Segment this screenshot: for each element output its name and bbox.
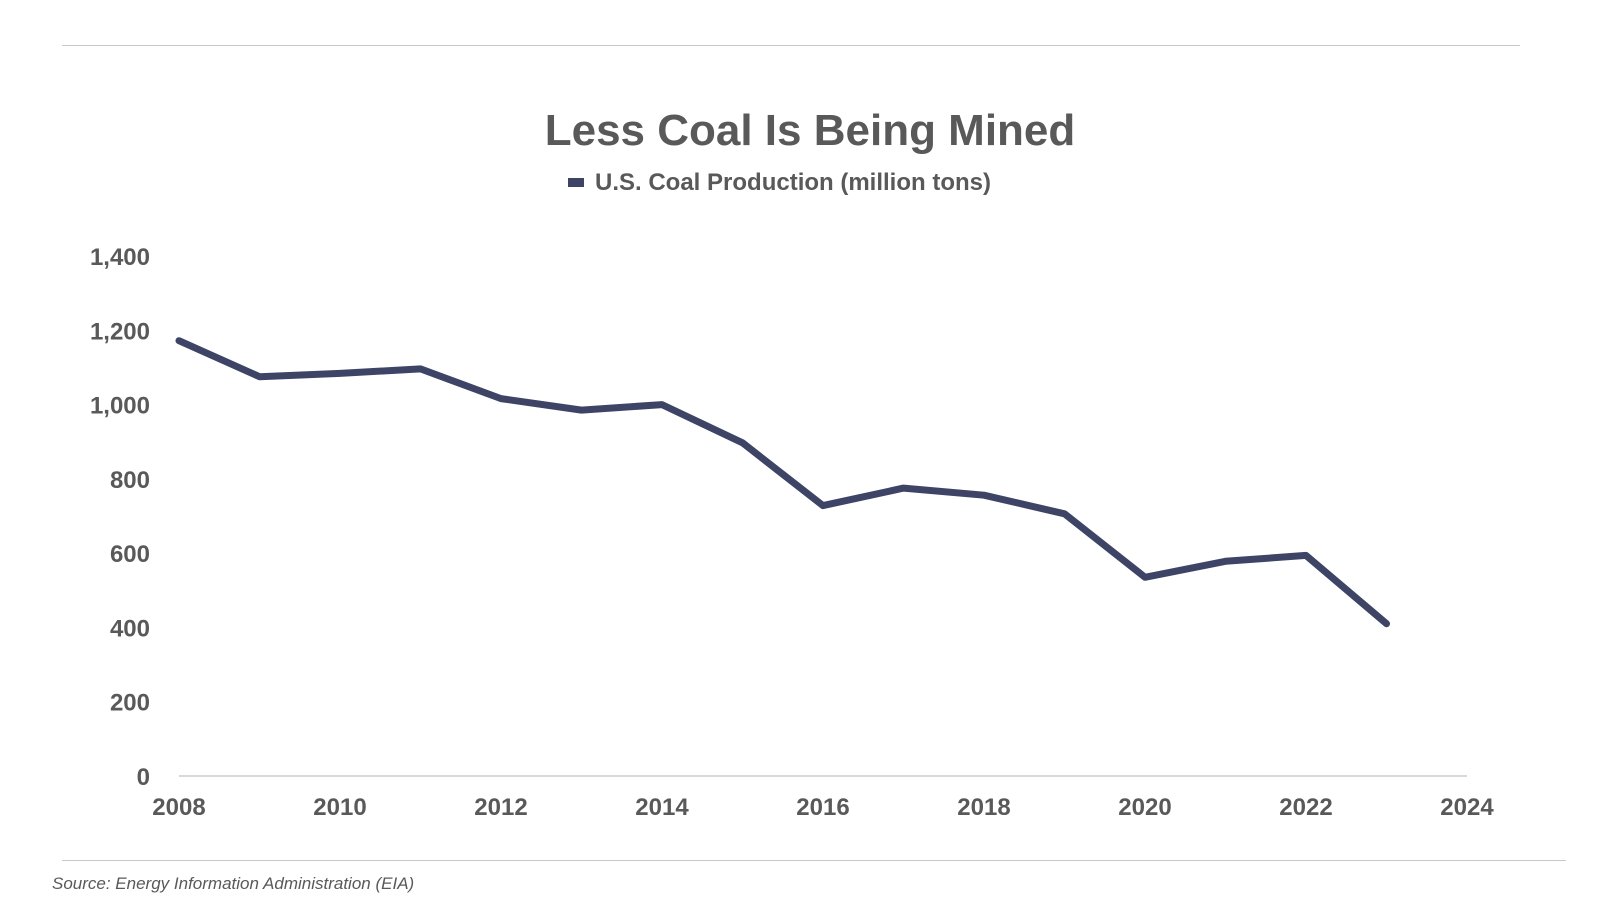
bottom-divider [62, 860, 1566, 861]
legend-swatch [568, 178, 584, 187]
x-tick-label: 2014 [635, 794, 689, 821]
x-tick-label: 2020 [1118, 794, 1171, 821]
y-tick-label: 400 [110, 615, 150, 642]
x-tick-label: 2018 [957, 794, 1010, 821]
y-axis-ticks: 0 200 400 600 800 1,000 1,200 1,400 [90, 244, 150, 791]
y-tick-label: 0 [137, 764, 150, 791]
x-tick-label: 2024 [1440, 794, 1494, 821]
y-tick-label: 1,000 [90, 393, 150, 420]
chart-title: Less Coal Is Being Mined [545, 106, 1076, 155]
x-tick-label: 2010 [313, 794, 366, 821]
x-tick-label: 2016 [796, 794, 849, 821]
y-tick-label: 1,400 [90, 244, 150, 271]
legend: U.S. Coal Production (million tons) [568, 169, 991, 196]
x-tick-label: 2012 [474, 794, 527, 821]
series-line [175, 337, 1390, 628]
series-layer [175, 337, 1390, 628]
x-tick-label: 2022 [1279, 794, 1332, 821]
y-tick-label: 800 [110, 467, 150, 494]
x-axis-ticks: 2008 2010 2012 2014 2016 2018 2020 2022 2024 [152, 794, 1494, 821]
y-tick-label: 200 [110, 690, 150, 717]
x-tick-label: 2008 [152, 794, 205, 821]
source-note: Source: Energy Information Administratio… [52, 874, 415, 893]
top-divider [62, 45, 1520, 46]
legend-label: U.S. Coal Production (million tons) [595, 169, 991, 196]
y-tick-label: 1,200 [90, 318, 150, 345]
y-tick-label: 600 [110, 541, 150, 568]
